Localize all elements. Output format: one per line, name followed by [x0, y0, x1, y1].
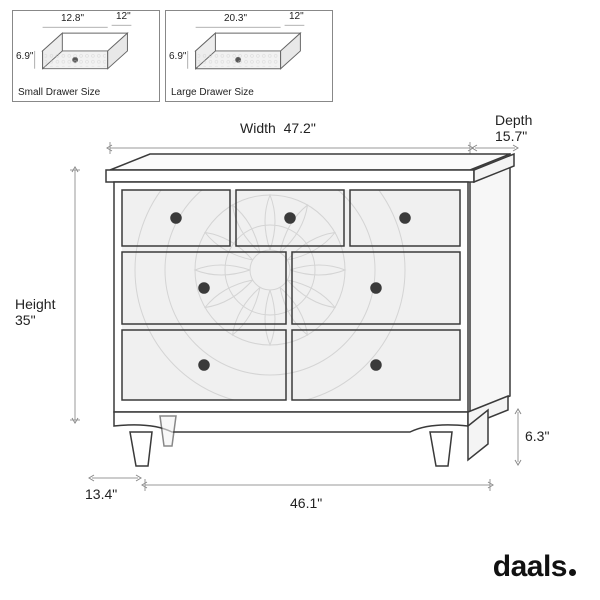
large-height: 6.9": [169, 51, 186, 62]
small-width: 12": [116, 11, 131, 22]
brand-name: daals: [493, 550, 567, 583]
brand-logo: daals: [493, 550, 576, 584]
height-value: 35": [15, 312, 36, 328]
large-depth: 20.3": [224, 13, 247, 24]
large-drawer-label: Large Drawer Size: [171, 87, 254, 98]
small-drawer-label: Small Drawer Size: [18, 87, 100, 98]
brand-dot-icon: [569, 569, 576, 576]
small-drawer-diagram: [13, 11, 159, 81]
depth-label: Depth: [495, 112, 532, 128]
small-drawer-callout: 12.8" 12" 6.9" Small Drawer Size: [12, 10, 160, 102]
large-drawer-callout: 20.3" 12" 6.9" Large Drawer Size: [165, 10, 333, 102]
width-value: 47.2": [284, 120, 316, 136]
large-drawer-diagram: [166, 11, 332, 81]
height-label: Height: [15, 296, 55, 312]
width-label-group: Width 47.2": [240, 120, 316, 136]
small-depth: 12.8": [61, 13, 84, 24]
height-label-group: Height 35": [15, 296, 55, 328]
small-height: 6.9": [16, 51, 33, 62]
dresser-diagram: [70, 140, 530, 510]
width-label: Width: [240, 120, 276, 136]
large-width: 12": [289, 11, 304, 22]
